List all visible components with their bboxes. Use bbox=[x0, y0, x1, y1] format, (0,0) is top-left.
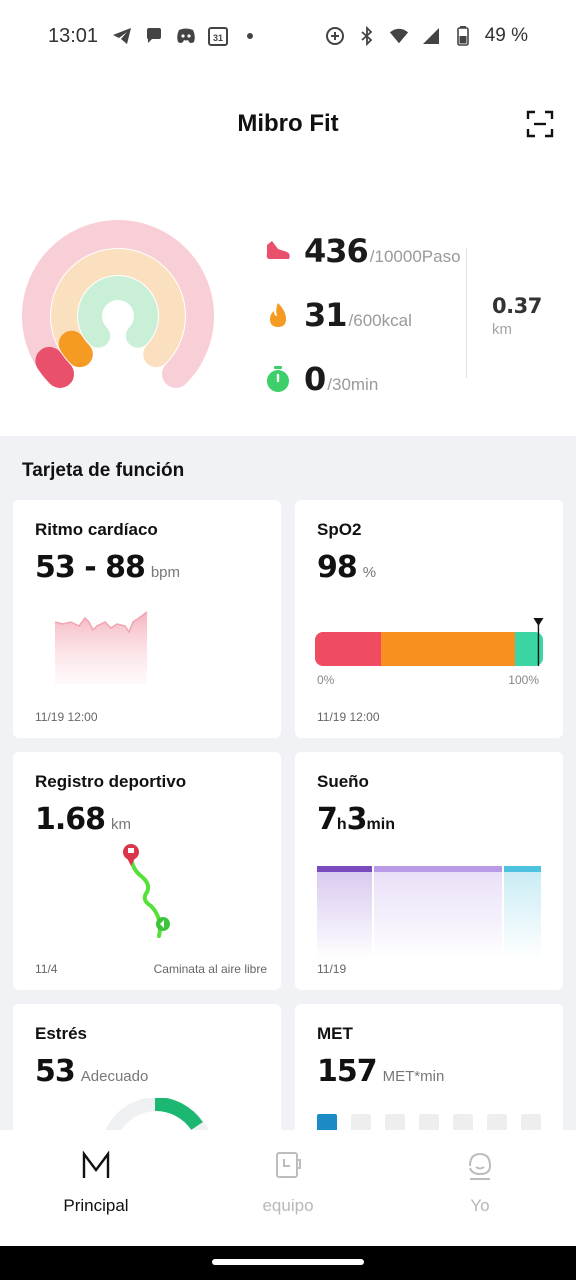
nav-label-principal: Principal bbox=[63, 1196, 129, 1215]
spo2-card[interactable]: SpO2 98 % 0% 100% 11/19 12:00 bbox=[295, 500, 563, 738]
battery-percent: 49 % bbox=[484, 25, 528, 46]
spo2-unit: % bbox=[362, 564, 377, 581]
exercise-stat[interactable]: 0 /30min bbox=[264, 360, 378, 398]
spo2-reading: 98 % bbox=[317, 550, 376, 585]
scan-icon[interactable] bbox=[526, 110, 554, 138]
sport-record-type: Caminata al aire libre bbox=[153, 962, 267, 976]
wifi-icon bbox=[389, 26, 409, 46]
dot-icon bbox=[240, 26, 260, 46]
calories-ring-progress bbox=[58, 330, 93, 368]
status-time: 13:01 bbox=[48, 24, 99, 47]
activity-rings[interactable] bbox=[20, 218, 216, 414]
bluetooth-icon bbox=[357, 26, 377, 46]
sleep-minutes-unit: min bbox=[366, 816, 395, 833]
stopwatch-icon bbox=[264, 365, 292, 393]
heart-rate-title: Ritmo cardíaco bbox=[35, 520, 158, 539]
home-gesture-bar[interactable] bbox=[212, 1259, 364, 1265]
steps-goal: /10000Paso bbox=[369, 247, 461, 266]
flame-icon bbox=[264, 301, 292, 329]
exercise-goal: /30min bbox=[327, 375, 379, 394]
start-pin-icon bbox=[123, 844, 139, 866]
nav-item-principal[interactable]: Principal bbox=[0, 1130, 192, 1246]
sport-record-title: Registro deportivo bbox=[35, 772, 187, 791]
distance-unit: km bbox=[492, 321, 512, 338]
heart-rate-time: 11/19 12:00 bbox=[35, 710, 98, 724]
sleep-title: Sueño bbox=[317, 772, 369, 791]
calendar-icon: 31 bbox=[208, 26, 229, 46]
spo2-scale-min: 0% bbox=[317, 673, 335, 687]
status-bar: 13:01 31 49 % bbox=[0, 0, 576, 72]
sleep-hours-unit: h bbox=[336, 816, 347, 833]
nav-label-yo: Yo bbox=[470, 1196, 490, 1215]
steps-stat[interactable]: 436 /10000Paso bbox=[264, 232, 461, 270]
calories-value: 31 bbox=[304, 296, 348, 334]
heart-rate-chart bbox=[54, 611, 148, 684]
spo2-marker bbox=[533, 618, 544, 666]
status-right: 49 % bbox=[325, 25, 528, 47]
spo2-time: 11/19 12:00 bbox=[317, 710, 380, 724]
heart-rate-card[interactable]: Ritmo cardíaco 53 - 88 bpm 11/19 12:00 bbox=[13, 500, 281, 738]
activity-summary[interactable]: 436 /10000Paso 31 /600kcal 0 /30min 0.37… bbox=[0, 200, 576, 436]
discord-icon bbox=[176, 26, 196, 46]
stress-title: Estrés bbox=[35, 1024, 87, 1043]
sleep-card[interactable]: Sueño 7 h 3 min 11/19 bbox=[295, 752, 563, 990]
calories-goal: /600kcal bbox=[348, 311, 412, 330]
signal-icon bbox=[421, 26, 441, 46]
met-title: MET bbox=[317, 1024, 353, 1043]
nav-label-equipo: equipo bbox=[262, 1196, 314, 1215]
stress-reading: 53 Adecuado bbox=[35, 1054, 148, 1089]
telegram-icon bbox=[112, 26, 132, 46]
nav-item-equipo[interactable]: equipo bbox=[192, 1130, 384, 1246]
spo2-value: 98 bbox=[317, 550, 358, 585]
watch-icon bbox=[272, 1150, 304, 1182]
met-value: 157 bbox=[317, 1054, 378, 1089]
exercise-ring-track bbox=[78, 276, 158, 348]
route-map bbox=[123, 844, 170, 938]
heart-rate-reading: 53 - 88 bpm bbox=[35, 550, 180, 585]
sleep-reading: 7 h 3 min bbox=[317, 802, 395, 837]
end-pin-icon bbox=[156, 917, 170, 931]
sleep-hours: 7 bbox=[317, 802, 338, 837]
sport-distance-value: 1.68 bbox=[35, 802, 106, 837]
chat-icon bbox=[144, 26, 164, 46]
steps-ring-track bbox=[22, 220, 214, 388]
heart-rate-unit: bpm bbox=[150, 564, 181, 581]
sport-record-card[interactable]: Registro deportivo 1.68 km 11/4 Caminata… bbox=[13, 752, 281, 990]
battery-icon bbox=[453, 26, 473, 46]
spo2-title: SpO2 bbox=[317, 520, 362, 539]
sport-record-reading: 1.68 km bbox=[35, 802, 131, 837]
calendar-day: 31 bbox=[213, 33, 223, 43]
m-logo-icon bbox=[80, 1150, 112, 1182]
nav-item-yo[interactable]: Yo bbox=[384, 1130, 576, 1246]
sport-record-date: 11/4 bbox=[35, 962, 58, 976]
calories-stat[interactable]: 31 /600kcal bbox=[264, 296, 412, 334]
stress-level: Adecuado bbox=[80, 1068, 149, 1085]
app-header: Mibro Fit bbox=[0, 92, 576, 156]
page-title: Mibro Fit bbox=[237, 110, 339, 137]
sleep-chart bbox=[317, 866, 541, 960]
sleep-minutes: 3 bbox=[346, 802, 368, 837]
distance-value: 0.37 bbox=[492, 294, 542, 318]
heart-rate-value: 53 - 88 bbox=[35, 550, 146, 585]
shoe-icon bbox=[264, 237, 292, 265]
exercise-value: 0 bbox=[304, 360, 326, 398]
met-reading: 157 MET*min bbox=[317, 1054, 444, 1089]
spo2-scale-max: 100% bbox=[508, 673, 539, 687]
steps-value: 436 bbox=[304, 232, 369, 270]
steps-ring-progress bbox=[35, 346, 75, 388]
sleep-date: 11/19 bbox=[317, 962, 347, 976]
met-unit: MET*min bbox=[382, 1068, 445, 1085]
status-left: 13:01 31 bbox=[48, 25, 260, 48]
bottom-nav: Principal equipo Yo bbox=[0, 1130, 576, 1246]
activity-divider bbox=[466, 248, 467, 378]
spo2-scale bbox=[315, 618, 544, 666]
sport-distance-unit: km bbox=[111, 816, 132, 833]
section-title: Tarjeta de función bbox=[22, 460, 185, 481]
profile-icon bbox=[464, 1150, 496, 1182]
calories-ring-track bbox=[51, 249, 185, 368]
stress-value: 53 bbox=[35, 1054, 76, 1089]
data-saver-icon bbox=[325, 26, 345, 46]
